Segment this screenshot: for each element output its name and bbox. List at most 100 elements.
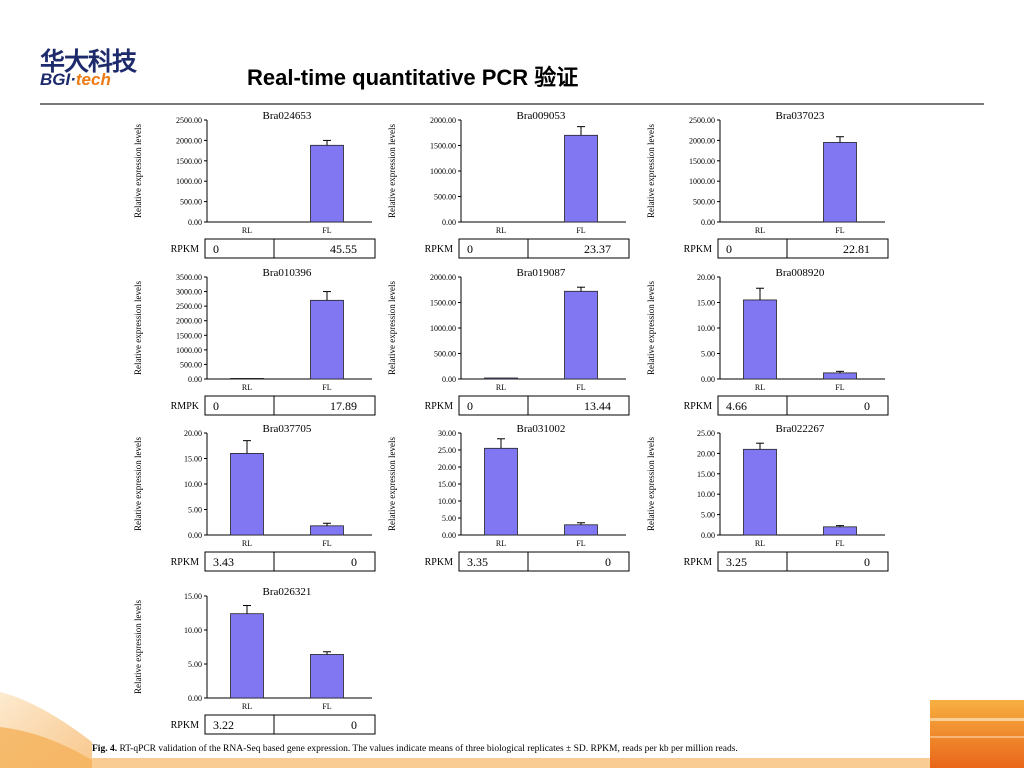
- chart-panel-Bra022267: Relative expression levels 0.00 5.00 10.00 1…: [646, 423, 889, 572]
- bar-RL: [484, 447, 518, 536]
- logo-english-text: BGI·tech: [40, 70, 111, 90]
- rpkm-value-rl: 0: [467, 242, 473, 256]
- x-tick-label: RL: [242, 702, 252, 711]
- bar-FL: [823, 142, 857, 223]
- rpkm-value-rl: 4.66: [726, 399, 747, 413]
- y-axis-label: Relative expression levels: [133, 124, 143, 218]
- rpkm-value-rl: 0: [726, 242, 732, 256]
- y-tick-label: 20.00: [184, 429, 202, 438]
- y-tick-label: 15.00: [184, 455, 202, 464]
- y-tick-label: 500.00: [434, 350, 456, 359]
- y-tick-label: 0.00: [701, 375, 715, 384]
- bar-RL: [230, 378, 264, 380]
- rpkm-value-fl: 0: [351, 718, 357, 732]
- rpkm-value-fl: 0: [351, 555, 357, 569]
- y-tick-label: 3000.00: [176, 288, 202, 297]
- bar-FL: [310, 654, 344, 699]
- x-tick-label: FL: [322, 539, 331, 548]
- caption-text: RT-qPCR validation of the RNA-Seq based …: [117, 744, 738, 754]
- y-tick-label: 0.00: [701, 218, 715, 227]
- logo-en-left: BGI·: [40, 70, 76, 89]
- x-tick-label: FL: [322, 383, 331, 392]
- y-tick-label: 10.00: [438, 497, 456, 506]
- y-tick-label: 500.00: [693, 198, 715, 207]
- chart-title: Bra010396: [263, 267, 312, 279]
- y-tick-label: 2500.00: [689, 116, 715, 125]
- x-tick-label: FL: [576, 226, 585, 235]
- rpkm-label: RPKM: [171, 244, 199, 255]
- y-tick-label: 0.00: [701, 531, 715, 540]
- chart-panel-Bra037023: Relative expression levels 0.00 500.00 1000…: [646, 110, 889, 259]
- y-tick-label: 10.00: [697, 490, 715, 499]
- chart-title: Bra037023: [776, 110, 825, 122]
- chart-title: Bra009053: [517, 110, 566, 122]
- rpkm-value-fl: 0: [864, 555, 870, 569]
- y-tick-label: 5.00: [188, 660, 202, 669]
- chart-panel-Bra031002: Relative expression levels 0.00 5.00 10.00 1…: [387, 423, 630, 572]
- header-divider: [40, 103, 984, 105]
- y-tick-label: 10.00: [184, 626, 202, 635]
- y-tick-label: 1000.00: [430, 167, 456, 176]
- rpkm-value-rl: 0: [213, 242, 219, 256]
- chart-panel-Bra009053: Relative expression levels 0.00 500.00 1000…: [387, 110, 630, 259]
- y-tick-label: 1500.00: [430, 142, 456, 151]
- y-tick-label: 5.00: [188, 506, 202, 515]
- bar-RL: [230, 613, 264, 699]
- x-tick-label: FL: [576, 539, 585, 548]
- chart-title: Bra022267: [776, 423, 825, 435]
- charts-svg: Relative expression levels 0.00 500.00 1000…: [133, 110, 889, 735]
- y-tick-label: 5.00: [701, 511, 715, 520]
- y-tick-label: 25.00: [697, 429, 715, 438]
- rpkm-label: RPKM: [425, 244, 453, 255]
- bar-FL: [310, 525, 344, 536]
- y-tick-label: 1500.00: [176, 157, 202, 166]
- rpkm-value-fl: 17.89: [330, 399, 357, 413]
- y-axis-label: Relative expression levels: [387, 281, 397, 375]
- rpkm-label: RPKM: [425, 557, 453, 568]
- y-tick-label: 1000.00: [689, 177, 715, 186]
- y-axis-label: Relative expression levels: [133, 437, 143, 531]
- y-tick-label: 5.00: [701, 350, 715, 359]
- y-tick-label: 1000.00: [176, 177, 202, 186]
- rpkm-label: RMPK: [171, 401, 200, 412]
- y-axis-label: Relative expression levels: [387, 437, 397, 531]
- y-tick-label: 0.00: [188, 375, 202, 384]
- figure-caption: Fig. 4. RT-qPCR validation of the RNA-Se…: [92, 744, 932, 754]
- logo-en-right: tech: [75, 70, 111, 89]
- y-tick-label: 15.00: [184, 592, 202, 601]
- bar-RL: [743, 448, 777, 536]
- y-tick-label: 1000.00: [430, 324, 456, 333]
- y-tick-label: 25.00: [438, 446, 456, 455]
- rpkm-value-rl: 0: [467, 399, 473, 413]
- rpkm-box: [717, 395, 889, 416]
- rpkm-label: RPKM: [425, 401, 453, 412]
- y-axis-label: Relative expression levels: [646, 281, 656, 375]
- chart-panel-Bra008920: Relative expression levels 0.00 5.00 10.00 1…: [646, 267, 889, 416]
- x-tick-label: RL: [242, 383, 252, 392]
- rpkm-box: [204, 395, 376, 416]
- y-tick-label: 0.00: [442, 375, 456, 384]
- decorative-bottom-band: [92, 758, 930, 768]
- bar-RL: [230, 452, 264, 536]
- rpkm-value-rl: 3.22: [213, 718, 234, 732]
- y-tick-label: 20.00: [697, 273, 715, 282]
- y-tick-label: 1000.00: [176, 346, 202, 355]
- caption-bold: Fig. 4.: [92, 744, 118, 754]
- rpkm-value-fl: 13.44: [584, 399, 611, 413]
- x-tick-label: RL: [755, 539, 765, 548]
- y-tick-label: 2500.00: [176, 302, 202, 311]
- bar-RL: [743, 299, 777, 380]
- figure-panel: Relative expression levels 0.00 500.00 1000…: [92, 108, 932, 758]
- y-tick-label: 20.00: [697, 449, 715, 458]
- y-tick-label: 0.00: [442, 218, 456, 227]
- rpkm-value-fl: 0: [864, 399, 870, 413]
- chart-title: Bra031002: [517, 423, 566, 435]
- rpkm-value-rl: 0: [213, 399, 219, 413]
- rpkm-box: [204, 714, 376, 735]
- bar-FL: [564, 524, 598, 536]
- rpkm-value-rl: 3.43: [213, 555, 234, 569]
- rpkm-label: RPKM: [684, 244, 712, 255]
- chart-panel-Bra037705: Relative expression levels 0.00 5.00 10.00 1…: [133, 423, 376, 572]
- y-tick-label: 0.00: [188, 218, 202, 227]
- y-tick-label: 15.00: [697, 470, 715, 479]
